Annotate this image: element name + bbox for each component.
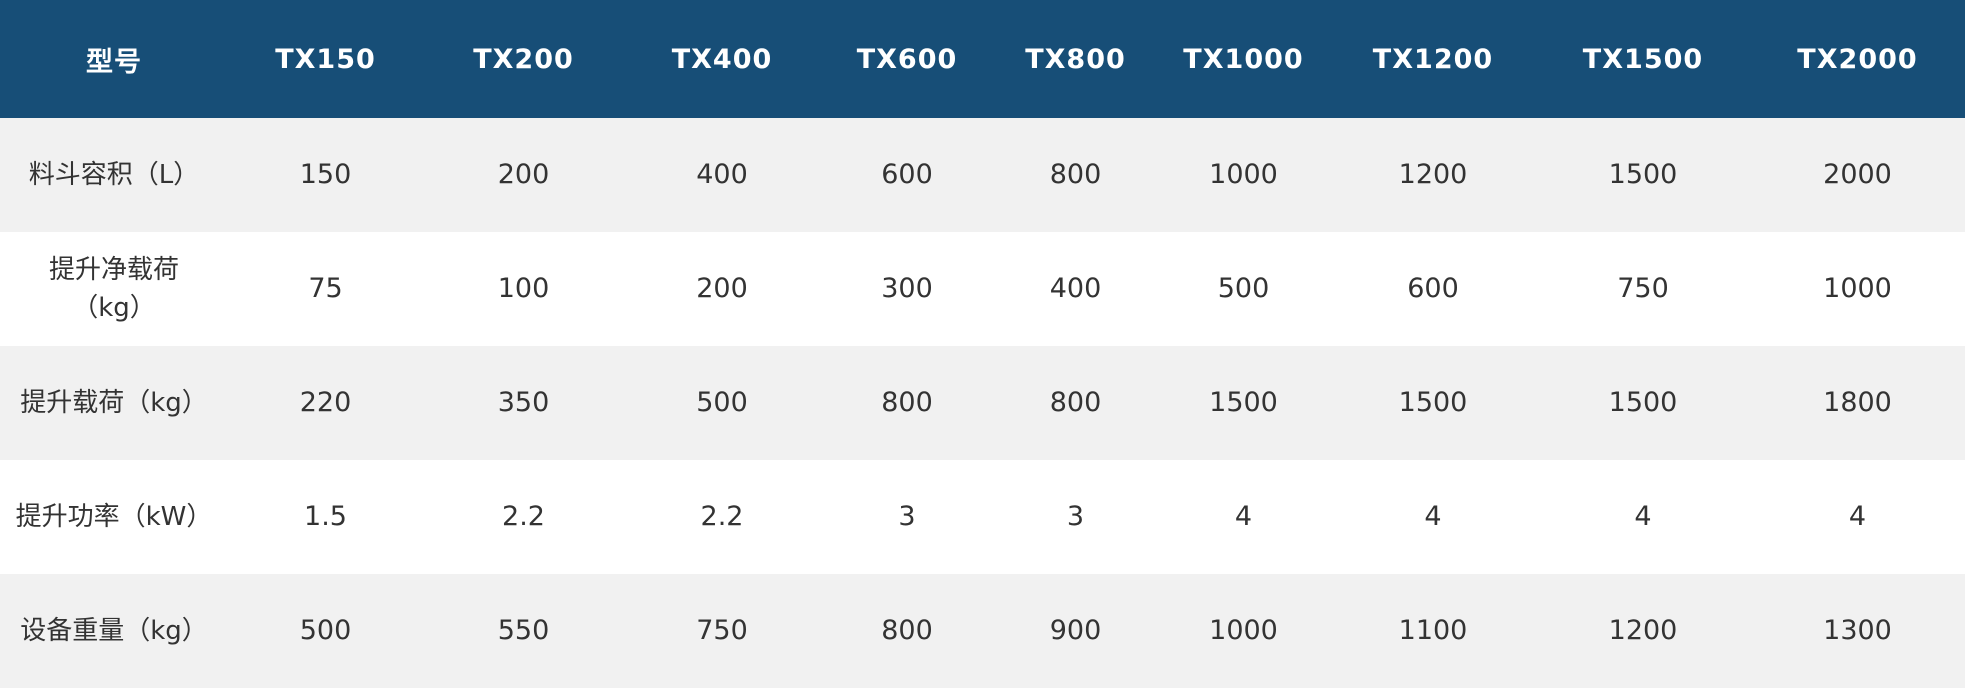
table-cell: 4	[1536, 460, 1750, 574]
header-column: TX150	[228, 0, 423, 118]
table-row: 料斗容积（L） 150 200 400 600 800 1000 1200 1500 2000	[0, 118, 1965, 232]
header-column: TX200	[423, 0, 624, 118]
table-cell: 1500	[1536, 346, 1750, 460]
table-cell: 4	[1750, 460, 1965, 574]
table-cell: 400	[994, 232, 1157, 346]
table-cell: 1000	[1157, 118, 1330, 232]
header-column: TX800	[994, 0, 1157, 118]
table-cell: 220	[228, 346, 423, 460]
table-cell: 800	[820, 574, 994, 688]
table-cell: 1200	[1330, 118, 1536, 232]
table-cell: 600	[1330, 232, 1536, 346]
row-label: 提升净载荷（kg）	[0, 232, 228, 346]
table-cell: 150	[228, 118, 423, 232]
header-column: TX1500	[1536, 0, 1750, 118]
header-column: TX2000	[1750, 0, 1965, 118]
table-cell: 1.5	[228, 460, 423, 574]
table-cell: 500	[1157, 232, 1330, 346]
table-cell: 1500	[1330, 346, 1536, 460]
row-label: 设备重量（kg）	[0, 574, 228, 688]
table-cell: 1000	[1750, 232, 1965, 346]
header-column: TX1000	[1157, 0, 1330, 118]
header-column: TX600	[820, 0, 994, 118]
table-cell: 1000	[1157, 574, 1330, 688]
table-cell: 750	[624, 574, 820, 688]
table-cell: 3	[994, 460, 1157, 574]
table-cell: 550	[423, 574, 624, 688]
table-cell: 800	[820, 346, 994, 460]
table-cell: 2000	[1750, 118, 1965, 232]
table-cell: 750	[1536, 232, 1750, 346]
header-column: TX1200	[1330, 0, 1536, 118]
header-model: 型号	[0, 0, 228, 118]
table-cell: 600	[820, 118, 994, 232]
table-cell: 1800	[1750, 346, 1965, 460]
table-cell: 800	[994, 118, 1157, 232]
table-cell: 800	[994, 346, 1157, 460]
table-cell: 500	[624, 346, 820, 460]
table-cell: 900	[994, 574, 1157, 688]
table-cell: 100	[423, 232, 624, 346]
table-cell: 1300	[1750, 574, 1965, 688]
table-cell: 1200	[1536, 574, 1750, 688]
table-cell: 2.2	[624, 460, 820, 574]
header-column: TX400	[624, 0, 820, 118]
table-cell: 4	[1330, 460, 1536, 574]
header-row: 型号 TX150 TX200 TX400 TX600 TX800 TX1000 TX1200 T…	[0, 0, 1965, 118]
row-label: 提升载荷（kg）	[0, 346, 228, 460]
table-row: 提升净载荷（kg） 75 100 200 300 400 500 600 750 1000	[0, 232, 1965, 346]
table-cell: 300	[820, 232, 994, 346]
row-label: 料斗容积（L）	[0, 118, 228, 232]
table-cell: 500	[228, 574, 423, 688]
table-row: 设备重量（kg） 500 550 750 800 900 1000 1100 1200 1300	[0, 574, 1965, 688]
table-cell: 400	[624, 118, 820, 232]
table-row: 提升载荷（kg） 220 350 500 800 800 1500 1500 1500 1800	[0, 346, 1965, 460]
table-cell: 1500	[1157, 346, 1330, 460]
table-cell: 200	[624, 232, 820, 346]
table-cell: 1100	[1330, 574, 1536, 688]
table-cell: 350	[423, 346, 624, 460]
table-row: 提升功率（kW） 1.5 2.2 2.2 3 3 4 4 4 4	[0, 460, 1965, 574]
table-cell: 200	[423, 118, 624, 232]
table-cell: 2.2	[423, 460, 624, 574]
table-cell: 3	[820, 460, 994, 574]
table-cell: 75	[228, 232, 423, 346]
table-cell: 4	[1157, 460, 1330, 574]
row-label: 提升功率（kW）	[0, 460, 228, 574]
table-cell: 1500	[1536, 118, 1750, 232]
